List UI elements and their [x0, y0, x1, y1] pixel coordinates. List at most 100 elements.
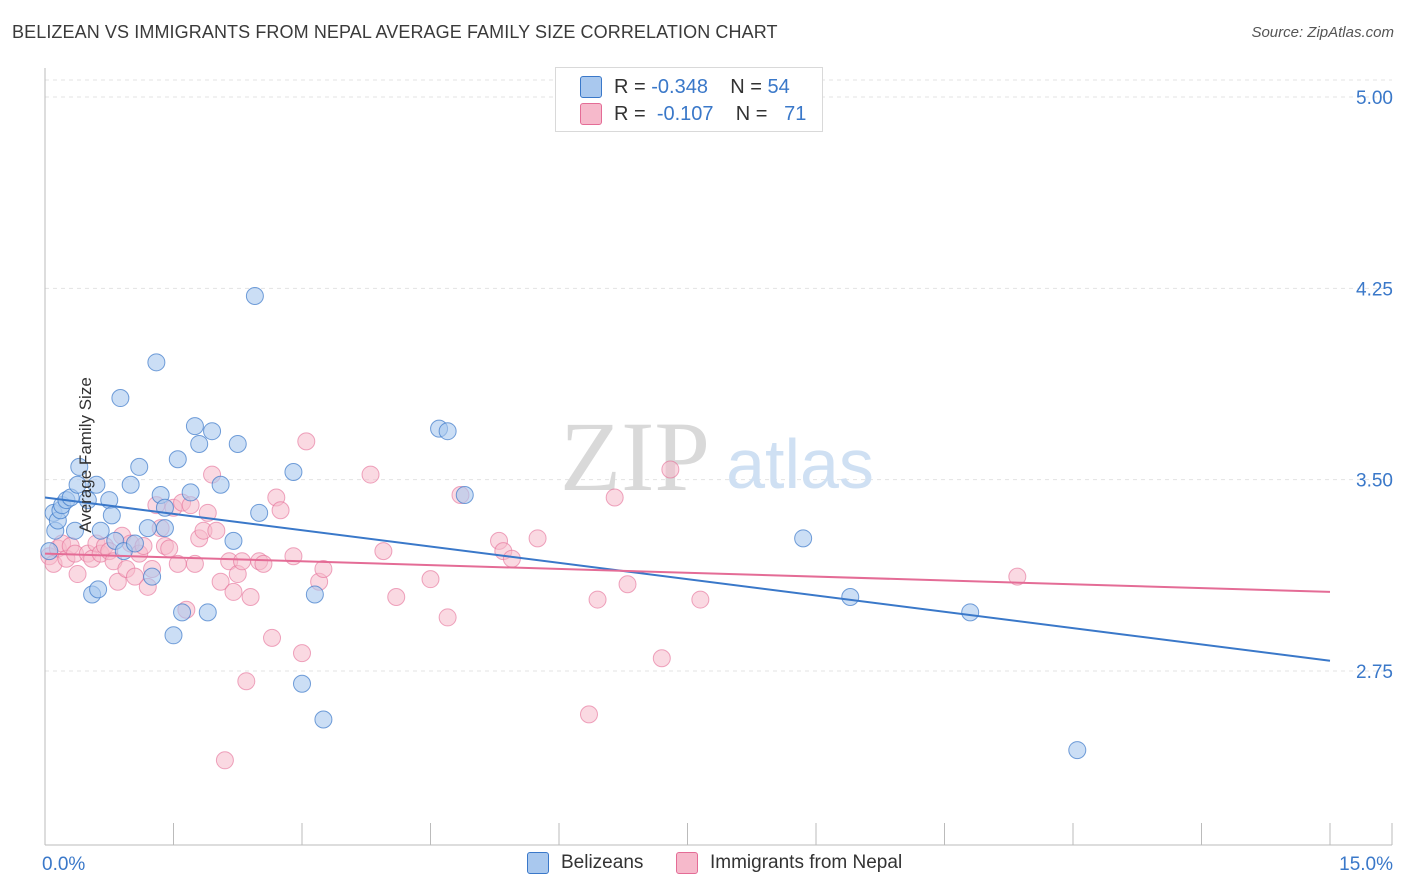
- r-value: -0.107: [656, 102, 714, 125]
- data-point-belizeans: [143, 567, 162, 586]
- y-tick-labels: 2.75 3.50 4.25 5.00: [1356, 88, 1393, 683]
- trendline-nepal: [44, 552, 1331, 593]
- data-point-nepal: [1008, 567, 1027, 586]
- data-point-nepal: [361, 465, 380, 484]
- x-tick-labels: 0.0% 15.0%: [42, 854, 1393, 875]
- y-tick-label: 2.75: [1356, 662, 1393, 683]
- data-point-nepal: [421, 570, 440, 589]
- data-point-nepal: [618, 575, 637, 594]
- y-axis-label: Average Family Size: [75, 377, 95, 533]
- data-point-nepal: [211, 572, 230, 591]
- data-point-belizeans: [181, 483, 200, 502]
- legend-label-nepal: Immigrants from Nepal: [710, 852, 903, 873]
- correlation-legend: R = -0.348 N = 54 R = -0.107 N = 71: [555, 67, 823, 132]
- n-value: 71: [784, 102, 807, 125]
- data-point-belizeans: [198, 603, 217, 622]
- trendline-belizeans: [44, 496, 1331, 662]
- y-tick-label: 3.50: [1356, 471, 1393, 492]
- data-point-nepal: [438, 608, 457, 627]
- x-tick-label: 15.0%: [1339, 854, 1393, 875]
- legend-row-belizeans: R = -0.348 N = 54: [580, 74, 790, 100]
- n-label: N =: [735, 102, 768, 125]
- chart-title: BELIZEAN VS IMMIGRANTS FROM NEPAL AVERAG…: [12, 22, 778, 42]
- legend-label-belizeans: Belizeans: [561, 852, 644, 873]
- data-point-belizeans: [155, 519, 174, 538]
- data-point-belizeans: [250, 503, 269, 522]
- data-point-nepal: [691, 590, 710, 609]
- data-point-nepal: [528, 529, 547, 548]
- data-point-belizeans: [40, 542, 59, 561]
- trendlines: [44, 496, 1331, 662]
- legend-swatch-nepal: [580, 103, 602, 125]
- legend-swatch-nepal: [676, 852, 698, 874]
- data-point-belizeans: [68, 475, 87, 494]
- data-point-belizeans: [111, 389, 130, 408]
- data-point-nepal: [241, 588, 260, 607]
- legend-row-nepal: R = -0.107 N = 71: [580, 101, 806, 127]
- data-point-belizeans: [89, 580, 108, 599]
- data-point-belizeans: [794, 529, 813, 548]
- data-point-nepal: [314, 559, 333, 578]
- data-point-nepal: [588, 590, 607, 609]
- y-tick-label: 5.00: [1356, 88, 1393, 109]
- data-point-belizeans: [121, 475, 140, 494]
- data-point-nepal: [502, 549, 521, 568]
- data-point-belizeans: [228, 434, 247, 453]
- data-point-nepal: [68, 565, 87, 584]
- data-point-belizeans: [1068, 741, 1087, 760]
- data-point-nepal: [215, 751, 234, 770]
- data-point-belizeans: [173, 603, 192, 622]
- data-point-belizeans: [102, 506, 121, 525]
- data-point-nepal: [271, 501, 290, 520]
- data-point-belizeans: [65, 521, 84, 540]
- data-point-belizeans: [91, 521, 110, 540]
- data-point-belizeans: [164, 626, 183, 645]
- data-point-belizeans: [245, 286, 264, 305]
- data-point-nepal: [224, 582, 243, 601]
- data-point-nepal: [652, 649, 671, 668]
- data-point-nepal: [387, 588, 406, 607]
- data-point-nepal: [185, 554, 204, 573]
- series-nepal-points: [40, 432, 1027, 770]
- data-point-nepal: [661, 460, 680, 479]
- axes: [44, 68, 1393, 846]
- data-point-belizeans: [314, 710, 333, 729]
- data-point-belizeans: [203, 422, 222, 441]
- data-point-nepal: [254, 554, 273, 573]
- data-point-nepal: [160, 539, 179, 558]
- data-point-nepal: [579, 705, 598, 724]
- data-point-nepal: [293, 644, 311, 663]
- watermark-zip: ZIP: [560, 401, 710, 512]
- data-point-belizeans: [224, 531, 243, 550]
- data-point-nepal: [374, 542, 393, 561]
- data-point-nepal: [297, 432, 316, 451]
- y-tick-label: 4.25: [1356, 279, 1393, 300]
- data-point-belizeans: [961, 603, 980, 622]
- data-point-belizeans: [138, 519, 157, 538]
- data-point-belizeans: [87, 475, 106, 494]
- data-point-belizeans: [841, 588, 860, 607]
- data-point-belizeans: [125, 534, 144, 553]
- data-point-belizeans: [147, 353, 166, 372]
- data-point-belizeans: [168, 450, 187, 469]
- data-point-nepal: [237, 672, 256, 691]
- data-point-nepal: [108, 572, 127, 591]
- legend-swatch-belizeans: [580, 76, 602, 98]
- data-point-nepal: [263, 628, 282, 647]
- data-point-belizeans: [284, 463, 303, 482]
- data-point-nepal: [233, 552, 252, 571]
- source-credit: Source: ZipAtlas.com: [1251, 24, 1394, 41]
- n-value: 54: [767, 75, 790, 98]
- n-label: N =: [730, 75, 762, 98]
- legend-item-nepal: Immigrants from Nepal: [676, 852, 902, 874]
- data-point-belizeans: [455, 485, 474, 504]
- data-point-nepal: [605, 488, 624, 507]
- data-point-belizeans: [305, 585, 324, 604]
- data-point-belizeans: [190, 434, 209, 453]
- legend-swatch-belizeans: [527, 852, 549, 874]
- r-value: -0.348: [651, 75, 708, 98]
- r-label: R =: [614, 102, 646, 125]
- x-tick-label: 0.0%: [42, 854, 85, 875]
- watermark: ZIP atlas: [560, 401, 874, 512]
